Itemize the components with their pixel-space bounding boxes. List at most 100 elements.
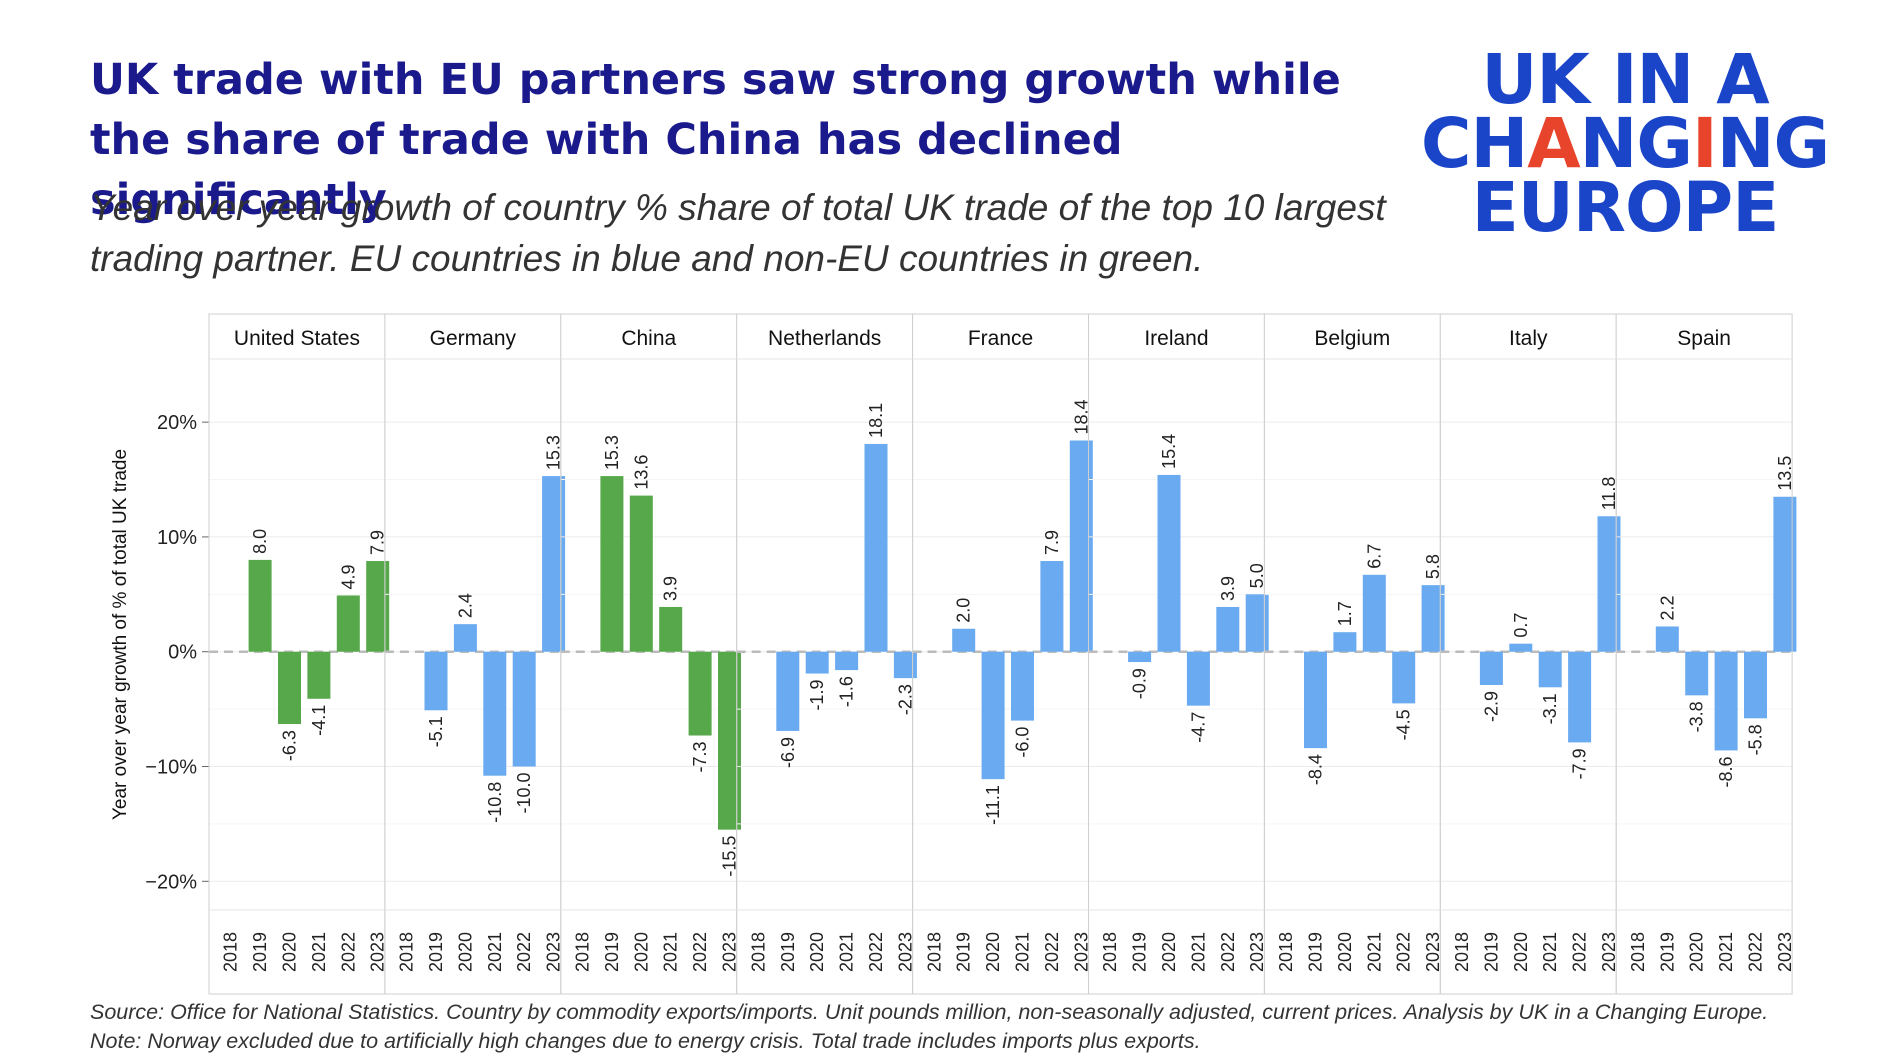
panel-strip (209, 314, 385, 359)
panel-strip (912, 314, 1089, 359)
data-label: -6.3 (280, 730, 300, 761)
data-label: 7.9 (368, 530, 388, 555)
year-tick-label: 2023 (1247, 932, 1267, 972)
panel-label: Germany (430, 327, 517, 350)
bar-spain-2019 (1655, 626, 1679, 652)
year-tick-label: 2022 (1570, 932, 1590, 972)
year-tick-label: 2018 (748, 932, 768, 972)
uk-in-a-changing-europe-logo: UK IN A CHANGING EUROPE (1405, 46, 1845, 248)
year-tick-label: 2020 (1687, 932, 1707, 972)
bar-germany-2021 (483, 651, 507, 776)
panel-strip (560, 314, 737, 359)
data-label: -0.9 (1130, 668, 1150, 699)
y-tick-label: 20% (157, 412, 197, 434)
data-label: 18.1 (866, 403, 886, 438)
logo-line-3: EUROPE (1471, 168, 1780, 248)
bar-china-2020 (629, 495, 653, 652)
panel-label: Spain (1677, 327, 1731, 350)
data-label: -2.9 (1481, 691, 1501, 722)
year-tick-label: 2020 (455, 932, 475, 972)
panel-france: France 2018 2019 2.0 2020 -11.1 2021 -6.0 2022 7.… (912, 313, 1093, 995)
bar-ireland-2023 (1245, 594, 1269, 652)
year-tick-label: 2023 (1423, 932, 1443, 972)
year-tick-label: 2019 (1306, 932, 1326, 972)
exclusion-note: Note: Norway excluded due to artificiall… (90, 1029, 1201, 1053)
year-tick-label: 2019 (426, 932, 446, 972)
bar-france-2019 (952, 628, 976, 652)
data-label: 15.3 (544, 435, 564, 470)
data-label: 6.7 (1364, 544, 1384, 569)
chart-title: UK trade with EU partners saw strong gro… (90, 55, 1341, 225)
panel-ireland: Ireland 2018 2019 -0.9 2020 15.4 2021 -4.7 2022 3… (1088, 313, 1269, 995)
panel-united-states: United States 2018 2019 8.0 2020 -6.3 2021 -4.1… (208, 313, 390, 995)
bar-china-2019 (600, 476, 624, 652)
year-tick-label: 2022 (338, 932, 358, 972)
panel-border (1615, 313, 1793, 995)
data-label: 3.9 (661, 576, 681, 601)
year-tick-label: 2018 (221, 932, 241, 972)
panel-strip (1088, 314, 1265, 359)
year-tick-label: 2023 (720, 932, 740, 972)
logo-line-2-part-a: CH (1420, 104, 1528, 184)
bar-spain-2020 (1685, 651, 1709, 696)
y-tick-label: 10% (157, 527, 197, 549)
year-tick-label: 2021 (1013, 932, 1033, 972)
panel-strip (1264, 314, 1441, 359)
bar-italy-2023 (1597, 516, 1621, 652)
year-tick-label: 2019 (1657, 932, 1677, 972)
bar-united-states-2021 (307, 651, 331, 699)
bar-italy-2019 (1479, 651, 1503, 686)
data-label: 0.7 (1511, 613, 1531, 638)
panel-label: Italy (1509, 327, 1548, 350)
logo-line-2-accent-i: I (1692, 104, 1718, 184)
data-label: 13.6 (631, 455, 651, 490)
data-label: -4.7 (1188, 712, 1208, 743)
faceted-bar-chart: Year over year growth of % of total UK t… (110, 313, 1797, 995)
chart-footer: Source: Office for National Statistics. … (90, 998, 1880, 1056)
y-axis-title: Year over year growth of % of total UK t… (110, 449, 131, 820)
panel-italy: Italy 2018 2019 -2.9 2020 0.7 2021 -3.1 2022 -7.9… (1439, 313, 1621, 995)
bar-netherlands-2022 (864, 443, 888, 652)
y-tick-label: −20% (145, 871, 197, 893)
data-label: -1.6 (837, 676, 857, 707)
year-tick-label: 2020 (807, 932, 827, 972)
panel-germany: Germany 2018 2019 -5.1 2020 2.4 2021 -10.8 2022 -… (384, 313, 566, 995)
bar-netherlands-2020 (805, 651, 829, 674)
year-tick-label: 2022 (1218, 932, 1238, 972)
bar-ireland-2021 (1186, 651, 1210, 706)
data-label: 15.3 (602, 435, 622, 470)
logo-line-2-accent-a: A (1527, 104, 1580, 184)
bar-france-2023 (1069, 440, 1093, 652)
year-tick-label: 2022 (1746, 932, 1766, 972)
bar-spain-2021 (1714, 651, 1738, 751)
panel-china: China 2018 2019 15.3 2020 13.6 2021 3.9 2022 -7.3… (560, 313, 741, 995)
year-tick-label: 2019 (1130, 932, 1150, 972)
data-label: -4.1 (309, 705, 329, 736)
data-label: -7.3 (690, 742, 710, 773)
data-label: -5.1 (426, 716, 446, 747)
year-tick-label: 2019 (602, 932, 622, 972)
panel-label: China (621, 327, 676, 350)
year-tick-label: 2019 (1481, 932, 1501, 972)
logo-line-2-part-c: NG (1579, 104, 1693, 184)
data-label: 11.8 (1599, 477, 1619, 511)
data-label: -3.8 (1687, 701, 1707, 732)
year-tick-label: 2023 (1775, 932, 1795, 972)
bar-spain-2023 (1773, 496, 1797, 652)
year-tick-label: 2023 (544, 932, 564, 972)
bar-italy-2021 (1538, 651, 1562, 688)
data-label: 2.0 (954, 598, 974, 623)
year-tick-label: 2022 (1394, 932, 1414, 972)
data-label: -6.0 (1013, 727, 1033, 758)
data-label: -2.3 (895, 684, 915, 715)
bar-germany-2019 (424, 651, 448, 711)
data-label: -8.4 (1306, 754, 1326, 785)
data-label: 15.4 (1159, 434, 1179, 469)
data-label: 18.4 (1071, 399, 1091, 434)
panel-strip (384, 314, 561, 359)
data-label: -15.5 (720, 836, 740, 877)
bar-ireland-2019 (1128, 651, 1152, 663)
bar-france-2022 (1040, 561, 1064, 652)
year-tick-label: 2020 (631, 932, 651, 972)
bar-belgium-2020 (1333, 632, 1357, 652)
